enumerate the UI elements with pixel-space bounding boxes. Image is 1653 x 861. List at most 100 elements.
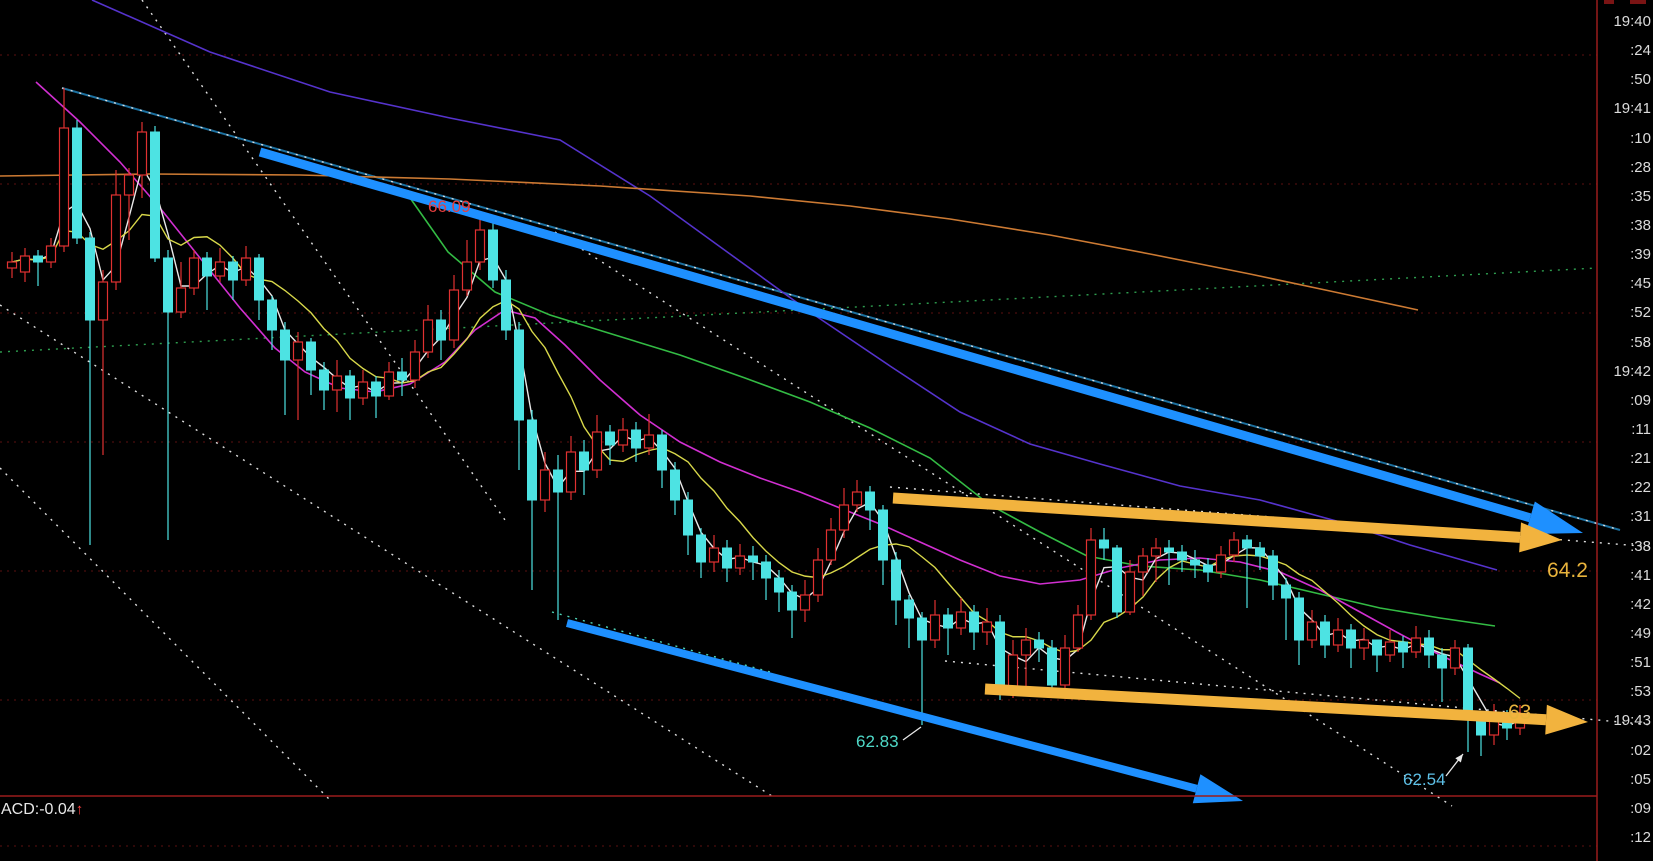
candle-body-down bbox=[254, 257, 264, 301]
candle-body-up bbox=[136, 131, 148, 176]
tick-time-row[interactable]: :50 bbox=[1630, 71, 1651, 89]
tick-time-row[interactable]: :53 bbox=[1630, 683, 1651, 701]
candle-body-up bbox=[1384, 641, 1396, 656]
candle-body-down bbox=[345, 375, 355, 399]
tick-time-row[interactable]: 19:43 bbox=[1613, 712, 1651, 730]
tick-time-row[interactable]: :31 bbox=[1630, 508, 1651, 526]
tick-time-row[interactable]: :38 bbox=[1630, 216, 1651, 234]
downtrend-arrow-upper-head bbox=[1525, 501, 1583, 535]
candle-body-up bbox=[292, 341, 304, 361]
tick-time-row[interactable]: :05 bbox=[1630, 770, 1651, 788]
candle-body-up bbox=[19, 255, 31, 273]
candle-body-down bbox=[488, 229, 498, 281]
candle-body-up bbox=[110, 194, 122, 283]
tick-time-row[interactable]: :22 bbox=[1630, 479, 1651, 497]
candle-body-up bbox=[1007, 654, 1019, 691]
wedge-arrow-upper-head bbox=[1519, 522, 1562, 553]
candle-body-up bbox=[955, 611, 967, 629]
tick-time-row[interactable]: :02 bbox=[1630, 741, 1651, 759]
candle-body-down bbox=[319, 369, 329, 391]
tick-time-row[interactable]: :12 bbox=[1630, 828, 1651, 846]
candle-body-up bbox=[1150, 547, 1162, 557]
tick-time-row[interactable]: :58 bbox=[1630, 333, 1651, 351]
tick-time-row[interactable]: :10 bbox=[1630, 129, 1651, 147]
wedge-arrow-lower-head bbox=[1545, 704, 1588, 735]
candle-body-down bbox=[436, 319, 446, 341]
tick-time-row[interactable]: :24 bbox=[1630, 42, 1651, 60]
tick-time-row[interactable]: :35 bbox=[1630, 187, 1651, 205]
candle-body-down bbox=[228, 261, 238, 281]
candle-body-down bbox=[1164, 547, 1174, 553]
time-sales-panel[interactable]: 19:40 :24 :50 19:41 :10 :28 :35 :38 :39 :45 :52 :58… bbox=[1599, 0, 1652, 861]
candle-body-down bbox=[683, 499, 693, 536]
descending-trendline bbox=[61, 87, 1621, 531]
candle-body-up bbox=[1124, 571, 1136, 613]
ma-magenta bbox=[35, 81, 1501, 684]
tick-time-row[interactable]: :52 bbox=[1630, 304, 1651, 322]
candle-body-down bbox=[670, 469, 680, 501]
candle-body-up bbox=[1449, 647, 1461, 669]
tick-time-row[interactable]: 19:42 bbox=[1613, 362, 1651, 380]
candle-body-up bbox=[331, 375, 343, 391]
tick-time-row[interactable]: :51 bbox=[1630, 654, 1651, 672]
candle-body-up bbox=[1215, 554, 1227, 573]
candle-body-down bbox=[1112, 547, 1122, 613]
tick-time-row[interactable]: :42 bbox=[1630, 595, 1651, 613]
candle-body-down bbox=[1294, 597, 1304, 641]
tick-time-row[interactable]: :38 bbox=[1630, 537, 1651, 555]
candle-body-up bbox=[851, 491, 863, 506]
tick-time-row[interactable]: :09 bbox=[1630, 391, 1651, 409]
candle-body-up bbox=[409, 351, 421, 381]
candle-body-down bbox=[904, 599, 914, 619]
candle-body-down bbox=[943, 614, 953, 629]
candle-body-down bbox=[878, 509, 888, 561]
tick-time-row[interactable]: :21 bbox=[1630, 450, 1651, 468]
tick-time-row[interactable]: :11 bbox=[1631, 420, 1651, 438]
candle-body-up bbox=[838, 504, 850, 531]
tick-time-row[interactable]: :49 bbox=[1630, 624, 1651, 642]
tick-time-row[interactable]: :1 bbox=[1599, 852, 1652, 861]
candle-body-down bbox=[371, 381, 381, 397]
high-price-label: 66.09 bbox=[428, 197, 471, 216]
macd-value-label: ACD:-0.04↑ bbox=[1, 801, 83, 819]
candle-body-up bbox=[1059, 647, 1071, 686]
candle-body-down bbox=[774, 577, 784, 593]
tick-time-row[interactable]: 19:40 bbox=[1613, 13, 1651, 30]
candle-body-down bbox=[202, 257, 212, 277]
wedge-upper-price-label: 64.2 bbox=[1547, 559, 1588, 582]
fan-line-mid bbox=[554, 231, 1453, 807]
candle-body-up bbox=[1410, 637, 1422, 653]
last-low-callout-arrow-head bbox=[1455, 754, 1463, 763]
candle-body-up bbox=[6, 261, 18, 269]
candle-body-down bbox=[787, 591, 797, 611]
tick-time-row[interactable]: :09 bbox=[1630, 799, 1651, 817]
candle-body-down bbox=[995, 621, 1005, 691]
candle-body-up bbox=[357, 381, 369, 399]
candle-body-up bbox=[708, 547, 720, 563]
low-price-label: 62.83 bbox=[856, 732, 899, 751]
candle-body-down bbox=[514, 329, 524, 421]
candle-body-up bbox=[1085, 539, 1097, 616]
candle-body-down bbox=[306, 341, 316, 371]
tick-time-row[interactable]: :41 bbox=[1630, 566, 1651, 584]
candle-body-down bbox=[761, 561, 771, 579]
tick-time-row[interactable]: 19:41 bbox=[1613, 100, 1651, 118]
candle-body-down bbox=[1203, 564, 1213, 573]
candle-body-down bbox=[631, 429, 641, 449]
candle-body-up bbox=[97, 281, 109, 321]
clipped-header-fragment bbox=[1604, 0, 1614, 4]
candle-body-up bbox=[1358, 639, 1370, 649]
candle-body-down bbox=[748, 555, 758, 563]
candle-body-up bbox=[214, 261, 226, 277]
tick-time-row[interactable]: :28 bbox=[1630, 158, 1651, 176]
candle-body-down bbox=[605, 431, 615, 446]
candle-body-down bbox=[891, 559, 901, 601]
candle-body-down bbox=[33, 255, 43, 263]
tick-time-row[interactable]: :39 bbox=[1630, 246, 1651, 264]
candle-body-up bbox=[1332, 629, 1344, 646]
candle-body-down bbox=[1099, 539, 1109, 549]
tick-time-row[interactable]: :45 bbox=[1630, 275, 1651, 293]
steep-line-left bbox=[141, 0, 506, 521]
